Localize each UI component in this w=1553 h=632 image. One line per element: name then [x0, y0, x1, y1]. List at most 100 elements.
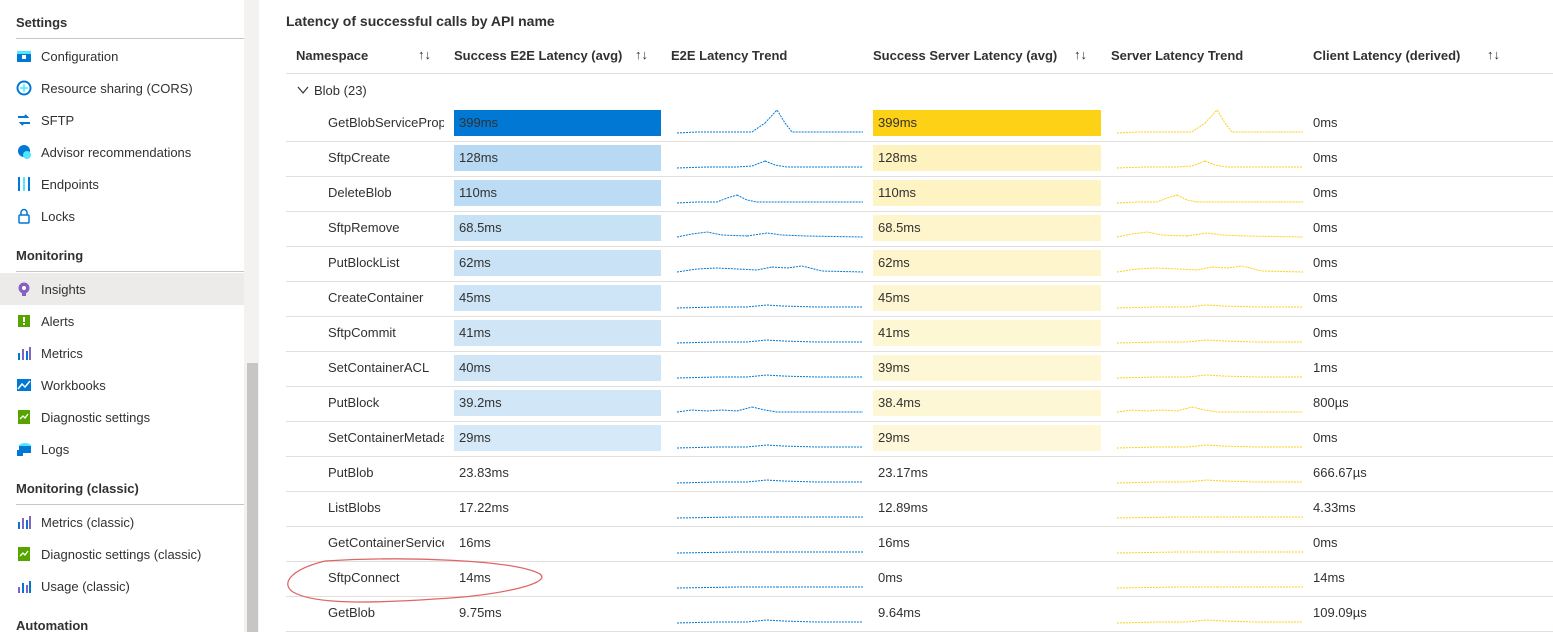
- sidebar-item-configuration[interactable]: Configuration: [0, 40, 244, 72]
- grid-title: Latency of successful calls by API name: [286, 13, 555, 29]
- client-latency-value: 0ms: [1313, 220, 1338, 235]
- table-row[interactable]: PutBlob 23.83ms 23.17ms 666.67µs: [286, 456, 1553, 491]
- server-latency-value: 16ms: [878, 535, 910, 550]
- table-row[interactable]: DeleteBlob 110ms 110ms 0ms: [286, 176, 1553, 211]
- sidebar-item-metrics-classic[interactable]: Metrics (classic): [0, 506, 244, 538]
- server-trend-cell: [1116, 108, 1303, 143]
- table-row[interactable]: GetContainerServiceMetadata 16ms 16ms 0ms: [286, 526, 1553, 561]
- sidebar-item-advisor-recommendations[interactable]: Advisor recommendations: [0, 136, 244, 168]
- logs-icon: [16, 441, 32, 457]
- sidebar-item-locks[interactable]: Locks: [0, 200, 244, 232]
- table-row[interactable]: CreateContainer 45ms 45ms 0ms: [286, 281, 1553, 316]
- sparkline-series: [1204, 160, 1303, 168]
- api-name-cell[interactable]: ListBlobs: [328, 500, 381, 515]
- e2e-latency-value: 9.75ms: [459, 605, 502, 620]
- usage-icon: [16, 578, 32, 594]
- sidebar-item-logs[interactable]: Logs: [0, 433, 244, 465]
- api-name-cell[interactable]: PutBlock: [328, 395, 380, 410]
- api-name-cell[interactable]: SftpRemove: [328, 220, 400, 235]
- api-name-cell[interactable]: SftpConnect: [328, 570, 400, 585]
- sidebar-item-workbooks[interactable]: Workbooks: [0, 369, 244, 401]
- server-latency-heat-cell: [873, 320, 1101, 346]
- client-latency-value: 0ms: [1313, 535, 1338, 550]
- table-row[interactable]: SftpCommit 41ms 41ms 0ms: [286, 316, 1553, 351]
- sidebar-item-metrics[interactable]: Metrics: [0, 337, 244, 369]
- server-latency-heat-cell: [873, 250, 1101, 276]
- table-row[interactable]: PutBlock 39.2ms 38.4ms 800µs: [286, 386, 1553, 421]
- table-row[interactable]: GetBlob 9.75ms 9.64ms 109.09µs: [286, 596, 1553, 631]
- server-sparkline: [1116, 339, 1303, 344]
- column-header-e2e-latency-avg[interactable]: Success E2E Latency (avg): [454, 48, 623, 63]
- sidebar-item-label: Configuration: [41, 48, 119, 64]
- api-name-cell[interactable]: PutBlob: [328, 465, 374, 480]
- sidebar-scrollbar-thumb[interactable]: [247, 363, 258, 632]
- e2e-sparkline: [676, 265, 864, 273]
- sidebar-item-label: Metrics: [41, 345, 83, 361]
- sparkline-series: [1116, 516, 1217, 519]
- e2e-sparkline: [676, 194, 863, 204]
- api-name-cell[interactable]: PutBlockList: [328, 255, 400, 270]
- sort-icon[interactable]: ↑↓: [1074, 47, 1087, 62]
- row-divider: [286, 596, 1553, 597]
- sidebar-item-endpoints[interactable]: Endpoints: [0, 168, 244, 200]
- table-row[interactable]: SetContainerMetadata 29ms 29ms 0ms: [286, 421, 1553, 456]
- e2e-sparkline: [676, 479, 863, 484]
- column-header-namespace[interactable]: Namespace: [296, 48, 369, 63]
- sparkline-series: [1116, 339, 1208, 344]
- chevron-down-icon[interactable]: [296, 82, 312, 98]
- server-sparkline: [1116, 406, 1303, 413]
- server-trend-cell: [1116, 388, 1303, 423]
- api-name-cell[interactable]: CreateContainer: [328, 290, 424, 305]
- sort-icon[interactable]: ↑↓: [418, 47, 431, 62]
- e2e-latency-heat-cell: [454, 110, 661, 136]
- e2e-latency-value: 110ms: [459, 185, 498, 200]
- group-row-blob[interactable]: Blob (23): [286, 74, 367, 106]
- sidebar-item-alerts[interactable]: Alerts: [0, 305, 244, 337]
- api-name-cell[interactable]: SetContainerACL: [328, 360, 430, 375]
- e2e-trend-cell: [676, 143, 863, 178]
- sidebar-item-usage-classic[interactable]: Usage (classic): [0, 570, 244, 602]
- api-name-cell[interactable]: GetBlobServiceProperties: [328, 115, 444, 130]
- sidebar-item-resource-sharing-cors[interactable]: Resource sharing (CORS): [0, 72, 244, 104]
- client-latency-value: 14ms: [1313, 570, 1345, 585]
- sort-icon[interactable]: ↑↓: [635, 47, 648, 62]
- e2e-sparkline: [676, 304, 863, 309]
- sidebar-item-sftp[interactable]: SFTP: [0, 104, 244, 136]
- server-latency-value: 62ms: [878, 255, 910, 270]
- table-row[interactable]: SetContainerACL 40ms 39ms 1ms: [286, 351, 1553, 386]
- api-name-cell[interactable]: SetContainerMetadata: [328, 430, 444, 445]
- api-name-cell[interactable]: GetBlob: [328, 605, 375, 620]
- row-divider: [286, 561, 1553, 562]
- e2e-latency-value: 68.5ms: [459, 220, 502, 235]
- sidebar-item-label: Logs: [41, 441, 70, 457]
- sparkline-series: [676, 266, 773, 273]
- sidebar-section-header: Settings: [16, 15, 68, 30]
- api-name-cell[interactable]: GetContainerServiceMetadata: [328, 535, 444, 550]
- column-header-e2e-latency-trend[interactable]: E2E Latency Trend: [671, 48, 788, 63]
- column-header-server-latency-avg[interactable]: Success Server Latency (avg): [873, 48, 1058, 63]
- column-header-server-latency-trend[interactable]: Server Latency Trend: [1111, 48, 1244, 63]
- server-latency-value: 110ms: [878, 185, 917, 200]
- e2e-latency-value: 29ms: [459, 430, 491, 445]
- api-name-cell[interactable]: SftpCommit: [328, 325, 396, 340]
- sidebar-item-label: Usage (classic): [41, 578, 130, 594]
- column-header-client-latency[interactable]: Client Latency (derived): [1313, 48, 1461, 63]
- server-latency-value: 39ms: [878, 360, 910, 375]
- table-row[interactable]: SftpConnect 14ms 0ms 14ms: [286, 561, 1553, 596]
- row-divider: [286, 246, 1553, 247]
- table-row[interactable]: ListBlobs 17.22ms 12.89ms 4.33ms: [286, 491, 1553, 526]
- api-name-cell[interactable]: DeleteBlob: [328, 185, 392, 200]
- sidebar-item-insights[interactable]: Insights: [0, 273, 244, 305]
- sidebar-item-diagnostic-settings-classic[interactable]: Diagnostic settings (classic): [0, 538, 244, 570]
- table-row[interactable]: GetBlobServiceProperties 399ms 399ms 0ms: [286, 106, 1553, 141]
- sparkline-series: [676, 304, 768, 309]
- metrics-icon: [16, 514, 32, 530]
- sidebar-item-diagnostic-settings[interactable]: Diagnostic settings: [0, 401, 244, 433]
- table-row[interactable]: SftpCreate 128ms 128ms 0ms: [286, 141, 1553, 176]
- e2e-trend-cell: [676, 353, 863, 388]
- sort-icon[interactable]: ↑↓: [1487, 47, 1500, 62]
- table-row[interactable]: PutBlockList 62ms 62ms 0ms: [286, 246, 1553, 281]
- api-name-cell[interactable]: SftpCreate: [328, 150, 391, 165]
- table-row[interactable]: SftpRemove 68.5ms 68.5ms 0ms: [286, 211, 1553, 246]
- server-latency-value: 0ms: [878, 570, 903, 585]
